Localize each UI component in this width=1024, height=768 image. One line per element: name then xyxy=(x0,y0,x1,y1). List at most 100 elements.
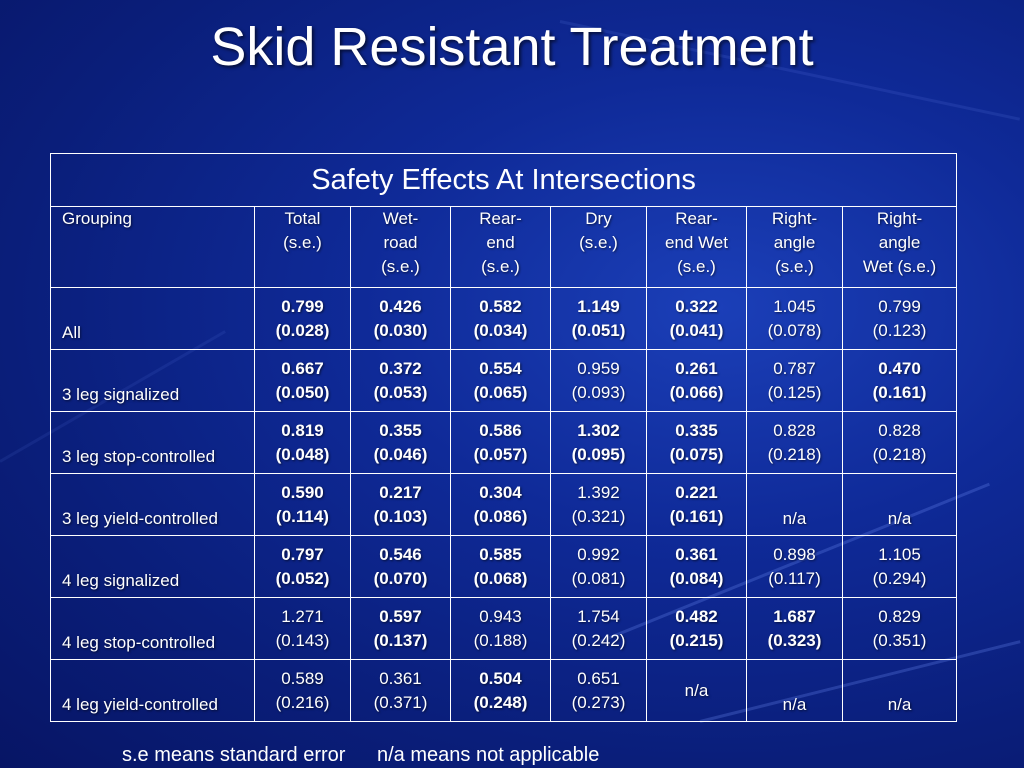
estimate-value: 0.992 xyxy=(577,544,620,564)
table-row: 3 leg stop-controlled 0.819 (0.048) 0.355 (0… xyxy=(50,411,958,474)
estimate-value: 1.105 xyxy=(878,544,921,564)
estimate-value: 0.585 xyxy=(479,544,522,564)
standard-error-value: (0.046) xyxy=(373,444,428,464)
estimate-value: 1.392 xyxy=(577,482,620,502)
column-header-line: angle xyxy=(773,233,816,252)
estimate-value: 0.261 xyxy=(675,358,718,378)
table-caption-row: Safety Effects At Intersections xyxy=(49,153,958,207)
column-header-line: Grouping xyxy=(62,209,132,228)
estimate-value: 0.322 xyxy=(675,296,718,316)
estimate-value: 0.582 xyxy=(479,296,522,316)
value-cell: 1.105 (0.294) xyxy=(841,535,958,598)
standard-error-value: (0.078) xyxy=(767,320,822,340)
standard-error-value: (0.218) xyxy=(872,444,927,464)
value-cell: n/a xyxy=(841,659,958,722)
grouping-cell: 4 leg yield-controlled xyxy=(50,659,255,722)
column-header-line: Wet (s.e.) xyxy=(862,257,937,276)
standard-error-value: (0.114) xyxy=(276,506,329,526)
value-cell: n/a xyxy=(746,659,843,722)
standard-error-value: (0.095) xyxy=(571,444,626,464)
value-cell: 0.582 (0.034) xyxy=(450,287,551,350)
estimate-value: 0.943 xyxy=(479,606,522,626)
standard-error-value: (0.053) xyxy=(373,382,428,402)
standard-error-value: (0.351) xyxy=(872,630,927,650)
column-header: Grouping xyxy=(50,206,255,288)
standard-error-value: (0.215) xyxy=(669,630,724,650)
standard-error-value: (0.161) xyxy=(669,506,724,526)
column-header-line: Rear- xyxy=(479,209,522,228)
estimate-value: 0.787 xyxy=(773,358,816,378)
value-cell: n/a xyxy=(746,473,843,536)
safety-effects-table: Safety Effects At Intersections Grouping… xyxy=(49,153,958,722)
column-header: Right-angle (s.e.) xyxy=(746,206,843,288)
estimate-value: 1.149 xyxy=(577,296,620,316)
value-cell: 0.667 (0.050) xyxy=(254,349,351,412)
standard-error-value: (0.048) xyxy=(275,444,330,464)
column-header-line: Right- xyxy=(771,209,818,228)
value-cell: 0.504 (0.248) xyxy=(450,659,551,722)
value-cell: 0.992 (0.081) xyxy=(550,535,647,598)
value-cell: 0.470 (0.161) xyxy=(841,349,958,412)
value-cell: 0.898 (0.117) xyxy=(746,535,843,598)
standard-error-value: (0.086) xyxy=(473,506,528,526)
value-cell: 0.261 (0.066) xyxy=(646,349,747,412)
column-header-line: (s.e.) xyxy=(381,257,420,276)
value-cell: 0.482 (0.215) xyxy=(646,597,747,660)
grouping-cell: 3 leg signalized xyxy=(50,349,255,412)
table-row: 4 leg stop-controlled 1.271 (0.143) 0.597 (0… xyxy=(50,597,958,660)
estimate-value: 0.799 xyxy=(878,296,921,316)
estimate-value: 0.590 xyxy=(281,482,324,502)
estimate-value: 0.799 xyxy=(281,296,324,316)
value-cell: 0.799 (0.028) xyxy=(254,287,351,350)
column-header: Dry (s.e.) xyxy=(550,206,647,288)
table-row: All 0.799 (0.028) 0.426 (0.030) 0.582 (0.034) 1… xyxy=(50,287,958,350)
standard-error-value: (0.075) xyxy=(669,444,724,464)
table-caption: Safety Effects At Intersections xyxy=(49,153,958,207)
standard-error-value: (0.123) xyxy=(872,320,927,340)
value-cell: 0.554 (0.065) xyxy=(450,349,551,412)
slide-title: Skid Resistant Treatment xyxy=(210,17,814,77)
value-cell: 0.943 (0.188) xyxy=(450,597,551,660)
standard-error-value: (0.084) xyxy=(669,568,724,588)
estimate-value: 0.361 xyxy=(675,544,718,564)
estimate-value: 0.372 xyxy=(379,358,422,378)
estimate-value: 0.819 xyxy=(281,420,324,440)
estimate-value: 0.361 xyxy=(379,668,422,688)
table-row: 4 leg signalized 0.797 (0.052) 0.546 (0.070)… xyxy=(50,535,958,598)
standard-error-value: (0.242) xyxy=(571,630,626,650)
value-cell: 0.959 (0.093) xyxy=(550,349,647,412)
column-header-line: Rear- xyxy=(675,209,718,228)
value-cell: 0.797 (0.052) xyxy=(254,535,351,598)
column-header-line: Dry xyxy=(585,209,612,228)
standard-error-value: (0.125) xyxy=(767,382,822,402)
value-cell: 0.217 (0.103) xyxy=(350,473,451,536)
value-cell: 1.149 (0.051) xyxy=(550,287,647,350)
value-cell: 0.221 (0.161) xyxy=(646,473,747,536)
column-header-line: Total xyxy=(284,209,321,228)
value-cell: 0.597 (0.137) xyxy=(350,597,451,660)
standard-error-value: (0.371) xyxy=(373,692,428,712)
value-cell: 0.589 (0.216) xyxy=(254,659,351,722)
value-cell: 0.799 (0.123) xyxy=(841,287,958,350)
estimate-value: 0.797 xyxy=(281,544,324,564)
estimate-value: 0.828 xyxy=(878,420,921,440)
estimate-value: 0.828 xyxy=(773,420,816,440)
value-cell: 0.361 (0.371) xyxy=(350,659,451,722)
standard-error-value: (0.068) xyxy=(473,568,528,588)
estimate-value: 0.959 xyxy=(577,358,620,378)
standard-error-value: (0.050) xyxy=(275,382,330,402)
estimate-value: 0.355 xyxy=(379,420,422,440)
value-cell: 0.355 (0.046) xyxy=(350,411,451,474)
estimate-value: 0.898 xyxy=(773,544,816,564)
table-row: 4 leg yield-controlled 0.589 (0.216) 0.361 (… xyxy=(50,659,958,722)
standard-error-value: (0.216) xyxy=(275,692,330,712)
column-header-line: end Wet xyxy=(664,233,728,252)
estimate-value: n/a xyxy=(684,680,709,700)
column-header-line: (s.e.) xyxy=(481,257,520,276)
estimate-value: 1.687 xyxy=(773,606,816,626)
table-row: 3 leg yield-controlled 0.590 (0.114) 0.217 (… xyxy=(50,473,958,536)
value-cell: 1.687 (0.323) xyxy=(746,597,843,660)
standard-error-value: (0.052) xyxy=(275,568,330,588)
value-cell: 0.546 (0.070) xyxy=(350,535,451,598)
value-cell: 0.829 (0.351) xyxy=(841,597,958,660)
